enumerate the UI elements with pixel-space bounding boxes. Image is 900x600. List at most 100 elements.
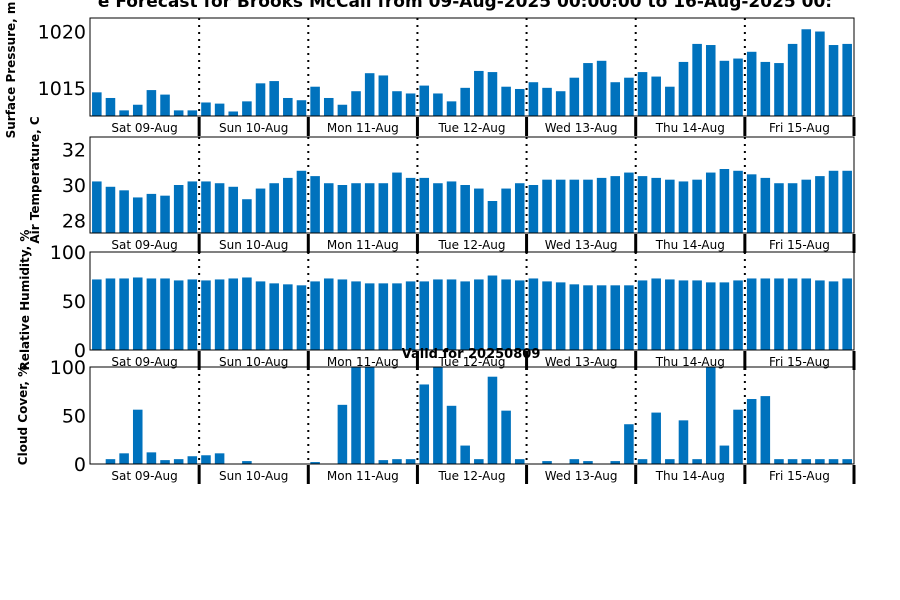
- relative-humidity-bar: [760, 278, 771, 350]
- air-temperature-day-label: Thu 14-Aug: [655, 238, 725, 252]
- surface-pressure-bar: [92, 92, 102, 116]
- relative-humidity-bar: [719, 282, 730, 350]
- cloud-cover-bar: [474, 459, 484, 464]
- air-temperature-bar: [514, 183, 525, 233]
- surface-pressure-bar: [596, 60, 607, 116]
- relative-humidity-bar: [351, 281, 361, 350]
- air-temperature-bar: [92, 181, 102, 233]
- cloud-cover-bar: [774, 459, 784, 464]
- surface-pressure-bar: [678, 61, 689, 116]
- chart-title: e Forecast for Brooks McCall from 09-Aug…: [98, 0, 832, 12]
- cloud-cover-bar: [351, 367, 361, 464]
- surface-pressure-bar: [487, 72, 498, 116]
- cloud-cover-day-label: Wed 13-Aug: [545, 469, 618, 483]
- cloud-cover-bar: [173, 459, 184, 464]
- air-temperature-bar: [119, 190, 129, 233]
- air-temperature-bar: [596, 177, 607, 233]
- surface-pressure-bar: [228, 111, 239, 116]
- surface-pressure-bar: [705, 45, 716, 116]
- relative-humidity-day-label: Sat 09-Aug: [111, 355, 177, 369]
- surface-pressure-bar: [774, 63, 784, 116]
- relative-humidity-bar: [214, 279, 225, 350]
- relative-humidity-bar: [146, 278, 157, 350]
- surface-pressure-bar: [692, 43, 702, 116]
- cloud-cover-frame: [89, 366, 855, 465]
- air-temperature-bar: [487, 201, 498, 233]
- relative-humidity-bar: [337, 279, 348, 350]
- surface-pressure-ylabel: Surface Pressure, m: [4, 2, 18, 139]
- relative-humidity-day-label: Mon 11-Aug: [327, 355, 399, 369]
- air-temperature-bar: [242, 199, 252, 233]
- air-temperature-bar: [446, 181, 457, 233]
- relative-humidity-bar: [637, 280, 648, 350]
- cloud-cover-bar: [733, 409, 743, 464]
- relative-humidity-bar: [528, 278, 539, 350]
- cloud-cover-bar: [705, 367, 716, 464]
- air-temperature-bar: [214, 183, 225, 233]
- air-temperature-bar: [842, 170, 852, 233]
- air-temperature-bar: [705, 172, 716, 233]
- air-temperature-bar: [255, 188, 266, 233]
- relative-humidity-bar: [555, 282, 566, 350]
- chart-subtitle: Valid for 20250809: [402, 347, 541, 362]
- air-temperature-day-label: Tue 12-Aug: [437, 238, 505, 252]
- relative-humidity-bar: [787, 278, 798, 350]
- air-temperature-bar: [433, 183, 443, 233]
- air-temperature-ylabel: Air Temperature, C: [28, 116, 42, 244]
- air-temperature-bar: [665, 179, 675, 233]
- relative-humidity-ytick-label: 50: [62, 291, 86, 313]
- relative-humidity-bar: [446, 279, 457, 350]
- relative-humidity-bar: [419, 281, 430, 350]
- air-temperature-bar: [283, 177, 293, 233]
- air-temperature-day-label: Fri 15-Aug: [769, 238, 830, 252]
- relative-humidity-bar: [815, 280, 825, 350]
- air-temperature-bar: [774, 183, 784, 233]
- air-temperature-day-label: Sun 10-Aug: [219, 238, 288, 252]
- cloud-cover-bar: [828, 459, 839, 464]
- surface-pressure-day-label: Fri 15-Aug: [769, 121, 830, 135]
- air-temperature-bar: [555, 179, 566, 233]
- air-temperature-bar: [610, 176, 621, 233]
- relative-humidity-day-label: Wed 13-Aug: [545, 355, 618, 369]
- cloud-cover-bar: [419, 384, 430, 464]
- relative-humidity-bar: [487, 275, 498, 350]
- cloud-cover-day-label: Mon 11-Aug: [327, 469, 399, 483]
- relative-humidity-bar: [583, 285, 593, 350]
- surface-pressure-day-label: Thu 14-Aug: [655, 121, 725, 135]
- air-temperature-ytick-label: 28: [62, 211, 86, 233]
- relative-humidity-ytick-label: 100: [50, 242, 86, 264]
- cloud-cover-bar: [583, 461, 593, 464]
- relative-humidity-bar: [610, 285, 621, 350]
- air-temperature-bar: [392, 172, 402, 233]
- air-temperature-bar: [228, 186, 239, 233]
- relative-humidity-bar: [119, 278, 129, 350]
- air-temperature-bar: [160, 195, 170, 233]
- cloud-cover-bar: [801, 459, 812, 464]
- cloud-cover-bar: [692, 459, 702, 464]
- relative-humidity-bar: [692, 280, 702, 350]
- surface-pressure-day-label: Mon 11-Aug: [327, 121, 399, 135]
- cloud-cover-bar: [514, 459, 525, 464]
- air-temperature-bar: [310, 176, 320, 233]
- surface-pressure-bar: [296, 100, 307, 116]
- cloud-cover-bar: [542, 461, 552, 464]
- surface-pressure-bar: [283, 97, 293, 116]
- cloud-cover-bar: [637, 459, 648, 464]
- surface-pressure-bar: [337, 104, 348, 116]
- relative-humidity-bar: [542, 281, 552, 350]
- surface-pressure-bar: [787, 43, 798, 116]
- relative-humidity-bar: [842, 278, 852, 350]
- surface-pressure-frame: [89, 17, 855, 117]
- cloud-cover-bar: [242, 461, 252, 464]
- chart-panels: 1015 1020 Surface Pressure, m Sat 09-Aug Sun…: [4, 2, 856, 484]
- cloud-cover-bar: [378, 460, 389, 464]
- relative-humidity-bar: [255, 281, 266, 350]
- air-temperature-bar: [678, 181, 689, 233]
- cloud-cover-bar: [146, 452, 157, 464]
- relative-humidity-day-label: Thu 14-Aug: [655, 355, 725, 369]
- air-temperature-bar: [719, 169, 730, 233]
- air-temperature-bar: [569, 179, 580, 233]
- cloud-cover-bar: [119, 453, 129, 464]
- air-temperature-ytick-label: 32: [62, 139, 86, 161]
